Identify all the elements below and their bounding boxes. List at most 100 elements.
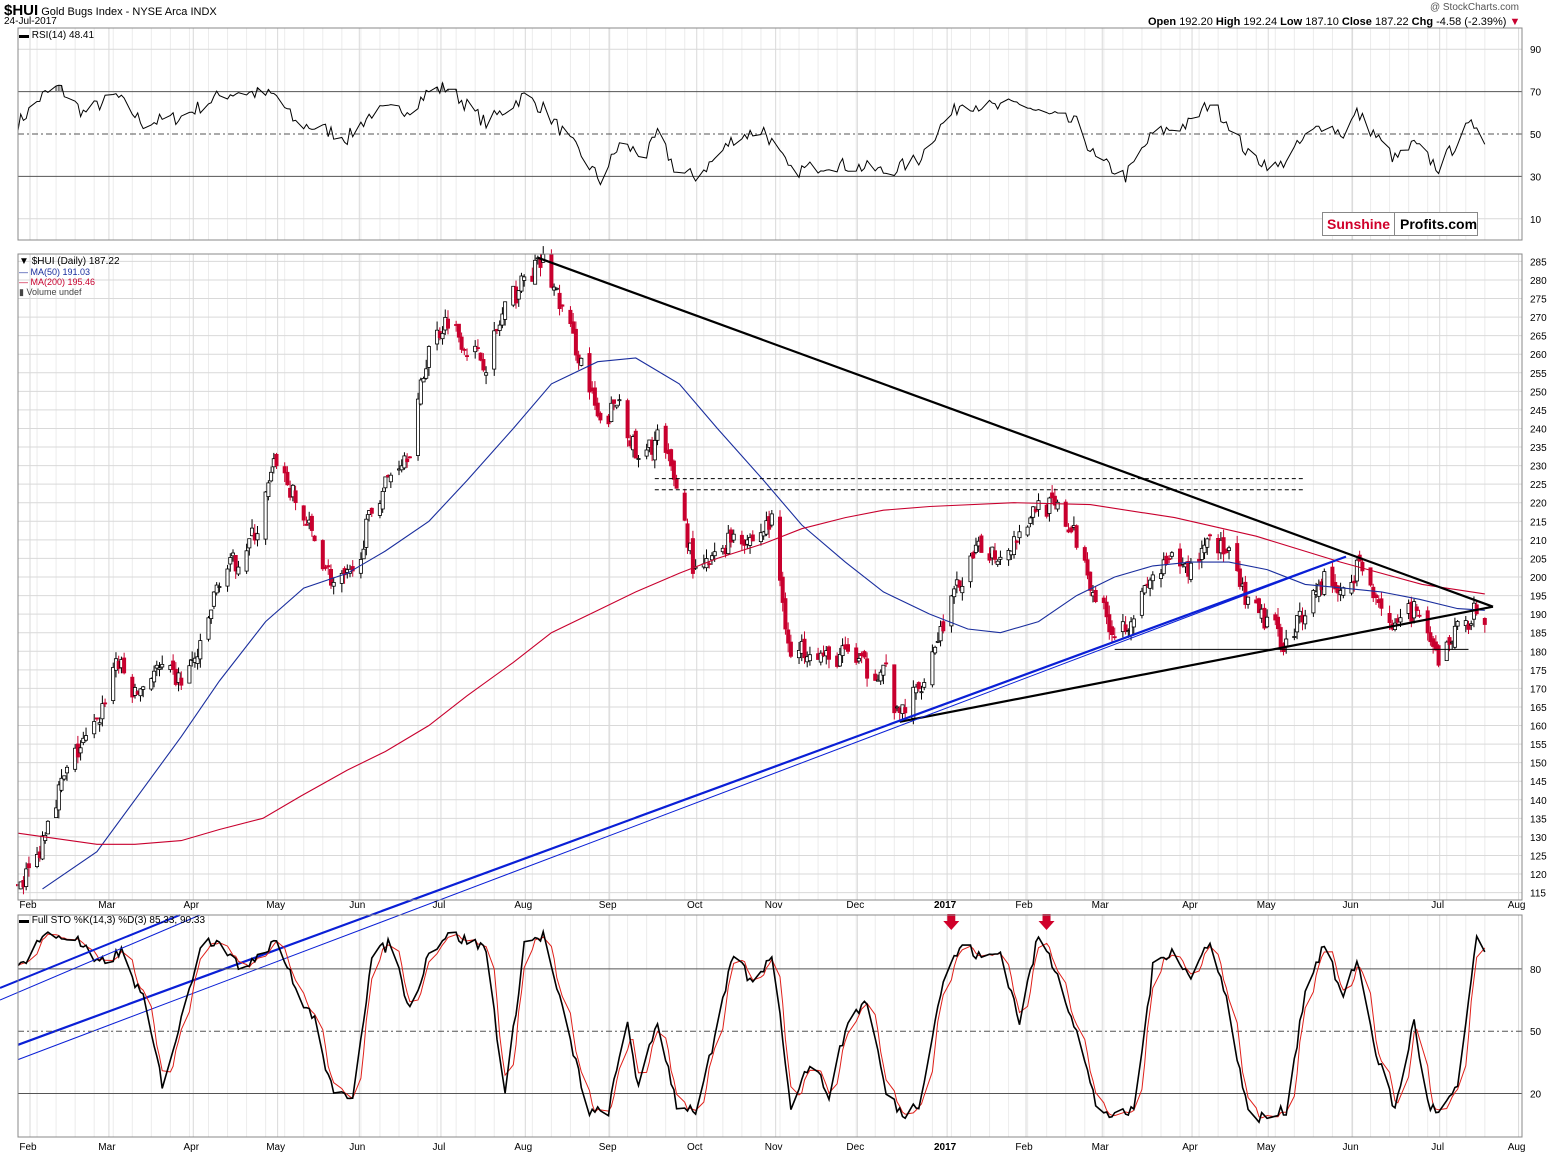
- price-frame: [17, 253, 1523, 901]
- price-tick: 180: [1530, 647, 1547, 658]
- price-tick: 200: [1530, 573, 1547, 584]
- candle-body: [674, 478, 679, 489]
- candle-body: [1297, 610, 1302, 617]
- candle-body: [1169, 552, 1174, 557]
- candle-body: [456, 323, 461, 338]
- candle-body: [1235, 543, 1240, 572]
- price-tick: 170: [1530, 684, 1547, 695]
- candle-body: [573, 328, 578, 356]
- candle-body: [1292, 636, 1297, 638]
- candle-body: [152, 670, 157, 683]
- candle-body: [1466, 623, 1471, 630]
- trendline-blue-thin: [17, 563, 1328, 1061]
- trendline-blue-thick: [17, 555, 1347, 1046]
- stoch-frame: [17, 914, 1523, 1138]
- candle-body: [282, 466, 287, 474]
- legend-main: ▼ $HUI (Daily) 187.22: [19, 256, 120, 267]
- candle-body: [73, 747, 78, 770]
- candle-body: [856, 658, 861, 662]
- candle-body: [1063, 501, 1068, 527]
- price-tick: 120: [1530, 870, 1547, 881]
- candle-body: [758, 532, 763, 543]
- candle-body: [949, 595, 954, 627]
- candle-body: [1148, 579, 1153, 589]
- grid-lines: [17, 28, 1522, 1137]
- candle-body: [1082, 547, 1087, 561]
- month-label: May: [1257, 900, 1276, 911]
- rsi-label: ▬ RSI(14) 48.41: [19, 30, 95, 41]
- rsi-tick: 70: [1530, 88, 1542, 99]
- month-label: Apr: [184, 1142, 200, 1153]
- candle-body: [122, 657, 127, 674]
- stoch-d-line: [17, 933, 1486, 1119]
- candle-body: [377, 503, 382, 516]
- candle-body: [1161, 559, 1166, 575]
- candle-body: [244, 550, 249, 572]
- candle-body: [304, 523, 309, 526]
- candle-body: [769, 513, 774, 526]
- candle-body: [1414, 606, 1419, 612]
- candle-body: [1265, 616, 1270, 628]
- candle-body: [685, 523, 690, 548]
- candle-body: [783, 598, 788, 630]
- candle-body: [211, 591, 216, 607]
- candle-body: [778, 516, 783, 581]
- price-tick: 150: [1530, 759, 1547, 770]
- candle-body: [440, 332, 445, 340]
- candle-body: [1101, 597, 1106, 603]
- candle-body: [636, 458, 641, 460]
- price-tick: 255: [1530, 369, 1547, 380]
- candle-body: [160, 664, 165, 668]
- candle-body: [56, 784, 61, 811]
- candle-body: [995, 560, 1000, 566]
- stoch-label: ▬ Full STO %K(14,3) %D(3) 85.33, 90.33: [19, 915, 206, 926]
- stoch-tick: 80: [1530, 965, 1542, 976]
- candle-body: [1330, 566, 1335, 587]
- candle-body: [807, 654, 812, 662]
- month-label: Mar: [98, 1142, 116, 1153]
- price-tick: 130: [1530, 833, 1547, 844]
- candle-body: [595, 402, 600, 417]
- candle-body: [865, 658, 870, 679]
- candle-body: [598, 412, 603, 421]
- candle-body: [369, 507, 374, 514]
- candle-body: [748, 537, 753, 546]
- price-tick: 270: [1530, 313, 1547, 324]
- candle-body: [625, 400, 630, 439]
- candle-body: [464, 355, 469, 358]
- candle-body: [103, 702, 108, 705]
- candle-body: [633, 430, 638, 459]
- candle-body: [418, 379, 423, 405]
- candle-body: [380, 490, 385, 510]
- candle-body: [478, 352, 483, 361]
- month-label: Feb: [1015, 900, 1033, 911]
- candle-body: [682, 492, 687, 521]
- candle-body: [266, 482, 271, 497]
- candle-body: [236, 566, 241, 575]
- candle-body: [1112, 636, 1117, 639]
- month-label: Oct: [687, 900, 703, 911]
- candle-body: [198, 640, 203, 660]
- price-tick: 175: [1530, 666, 1547, 677]
- candle-body: [1428, 632, 1433, 643]
- candle-body: [971, 552, 976, 559]
- candle-body: [669, 449, 674, 467]
- legend-ma50: — MA(50) 191.03: [19, 267, 91, 277]
- candle-body: [557, 292, 562, 309]
- candle-body: [690, 538, 695, 574]
- candle-body: [1482, 618, 1487, 625]
- candle-body: [726, 532, 731, 555]
- price-tick: 280: [1530, 276, 1547, 287]
- candle-body: [269, 471, 274, 482]
- candle-body: [797, 650, 802, 659]
- candle-body: [1110, 626, 1115, 636]
- candle-body: [195, 656, 200, 664]
- month-label: Nov: [765, 900, 783, 911]
- candle-body: [233, 555, 238, 572]
- candle-body: [249, 527, 254, 537]
- candle-body: [930, 651, 935, 686]
- candle-body: [873, 673, 878, 681]
- candle-body: [157, 667, 162, 670]
- candle-body: [941, 621, 946, 632]
- month-label: May: [266, 1142, 285, 1153]
